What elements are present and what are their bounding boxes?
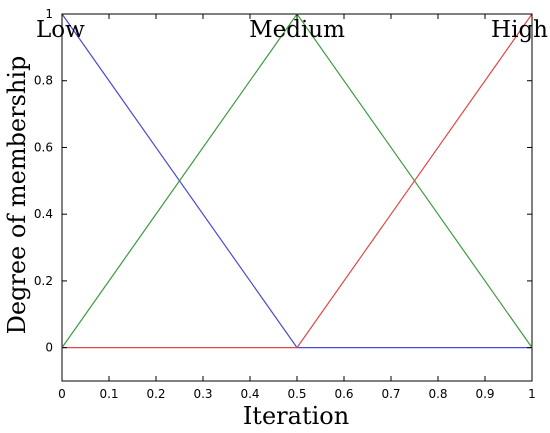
x-tick-label: 0.9 (475, 387, 494, 401)
x-tick-label: 0.7 (381, 387, 400, 401)
y-tick-label: 0 (45, 341, 53, 355)
x-tick-label: 0.3 (193, 387, 212, 401)
series-line-medium (61, 12, 533, 348)
y-tick-label: 0.8 (34, 74, 53, 88)
x-tick-label: 0 (58, 387, 66, 401)
x-axis-label: Iteration (243, 402, 349, 430)
y-tick-label: 0.2 (34, 274, 53, 288)
series-layer (61, 12, 533, 349)
series-label-low: Low (36, 17, 85, 43)
y-tick-label: 0.6 (34, 140, 53, 154)
x-tick-label: 0.5 (287, 387, 306, 401)
series-label-medium: Medium (249, 17, 345, 43)
plot-frame (61, 13, 533, 382)
y-tick-label: 0.4 (34, 207, 53, 221)
x-tick-label: 0.1 (99, 387, 118, 401)
y-axis-label: Degree of membership (3, 56, 31, 335)
x-tick-label: 0.6 (334, 387, 353, 401)
tick-layer: 0 0.1 0.2 0.3 0.4 0.5 0.6 0.7 0.8 0.9 1 0 0.2 0.4 0.6 0… (34, 7, 536, 401)
x-tick-label: 1 (528, 387, 536, 401)
series-line-low (61, 13, 532, 349)
series-label-high: High (491, 17, 548, 43)
x-tick-label: 0.2 (146, 387, 165, 401)
x-tick-label: 0.4 (240, 387, 259, 401)
x-tick-label: 0.8 (428, 387, 447, 401)
y-tick-label: 1 (45, 7, 53, 21)
series-line-high (62, 13, 533, 349)
